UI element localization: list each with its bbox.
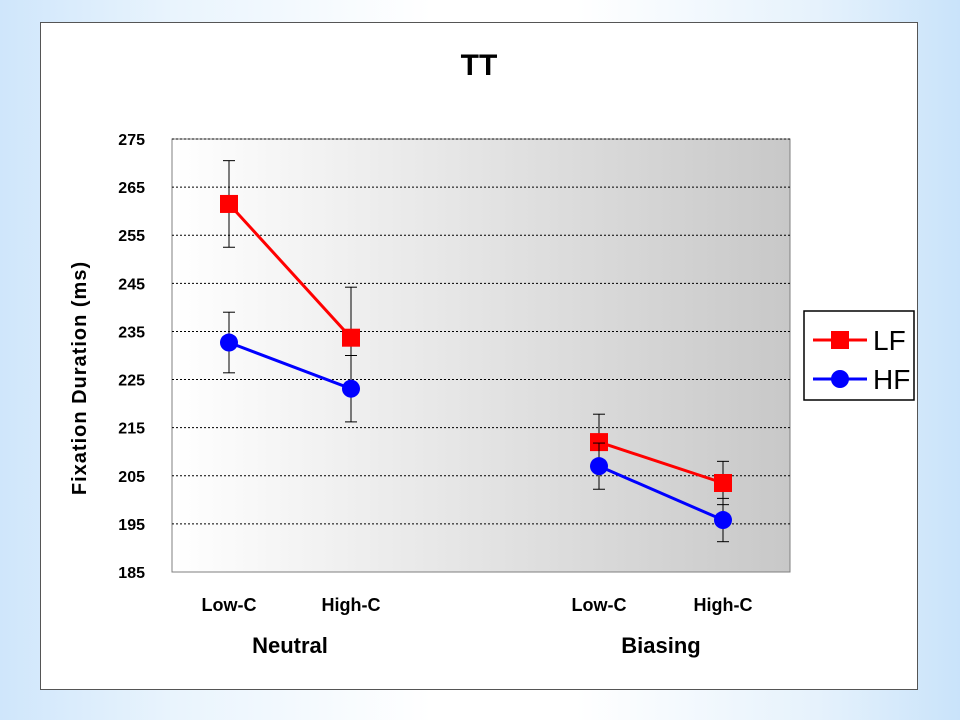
x-category-label: High-C [694,595,753,615]
y-tick-label: 215 [118,421,145,438]
data-point-hf [342,379,360,398]
legend-marker-hf [831,370,849,388]
x-category-label: Low-C [202,595,257,615]
y-axis-label: Fixation Duration (ms) [69,261,91,495]
series-lf [220,160,732,506]
series-line-lf [227,202,353,339]
legend-marker-lf [831,331,849,349]
y-axis-ticks: 185 195 205 215 225 235 245 255 265 275 [118,132,145,582]
y-tick-label: 275 [118,132,145,149]
y-tick-label: 195 [118,517,145,534]
y-tick-label: 205 [118,469,145,486]
chart-frame: TT Fixation Duration (ms) 185 195 205 215 22… [40,22,918,690]
series-hf [220,311,732,543]
plot-area [171,138,791,573]
chart-title: TT [461,49,498,82]
data-point-lf [342,328,360,347]
grid-lines [172,138,790,525]
data-point-hf [220,333,238,352]
x-group-label: Biasing [621,633,700,658]
y-tick-label: 235 [118,324,145,341]
y-tick-label: 245 [118,276,145,293]
series-line-hf [598,464,724,522]
series-layer [220,160,732,543]
y-tick-label: 265 [118,180,145,197]
line-chart: TT Fixation Duration (ms) 185 195 205 215 22… [69,49,915,658]
x-category-label: High-C [322,595,381,615]
x-category-label: Low-C [572,595,627,615]
legend-label-hf: HF [873,364,910,395]
data-point-lf [590,433,608,452]
legend: LF HF [803,310,915,401]
series-line-hf [228,341,352,391]
x-axis-categories: Low-C High-C Low-C High-C Neutral Biasing [202,595,753,658]
y-tick-label: 255 [118,228,145,245]
legend-box [803,310,915,401]
y-tick-label: 225 [118,373,145,390]
data-point-lf [220,194,238,213]
data-point-hf [714,511,732,530]
x-group-label: Neutral [252,633,328,658]
data-point-lf [714,473,732,492]
legend-label-lf: LF [873,325,906,356]
data-point-hf [590,457,608,476]
series-line-lf [598,440,724,485]
y-tick-label: 185 [118,565,145,582]
